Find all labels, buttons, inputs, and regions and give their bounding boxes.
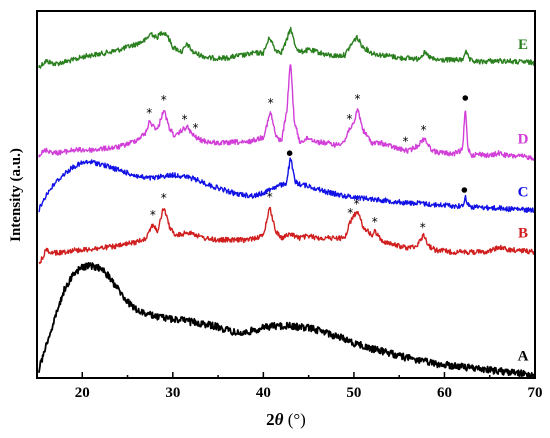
y-axis-label: Intensity (a.u.) (8, 148, 24, 242)
peak-star-marker: * (421, 123, 427, 137)
series-E-line (38, 26, 536, 69)
series-D-line (38, 64, 536, 161)
x-tick-label: 70 (528, 385, 543, 401)
series-label-E: E (518, 37, 528, 53)
peak-dot-marker (286, 150, 293, 156)
peak-star-marker: * (161, 191, 167, 205)
series-label-layer: E D C B A (518, 37, 529, 365)
x-tick-layer: 20 30 40 50 60 70 (36, 372, 543, 401)
peak-star-marker: * (403, 134, 409, 148)
peak-star-marker: * (182, 113, 188, 127)
x-axis-label-unit: (°) (283, 410, 305, 429)
peak-star-marker: * (346, 112, 352, 126)
x-tick-label: 60 (437, 385, 452, 401)
peak-star-marker: * (347, 206, 353, 220)
series-C-line (38, 157, 536, 214)
series-A-line (37, 262, 536, 380)
peak-star-marker: * (372, 215, 378, 229)
x-axis-label-prefix: 2 (266, 410, 275, 429)
series-label-A: A (518, 349, 529, 365)
x-tick-label: 40 (256, 385, 271, 401)
plot-frame (36, 10, 536, 379)
x-tick-label: 20 (75, 385, 90, 401)
peak-dot-marker (461, 187, 468, 193)
peak-star-marker: * (146, 106, 152, 120)
peak-star-marker: * (161, 93, 167, 107)
peak-star-marker: * (354, 197, 360, 211)
peak-star-marker: * (268, 96, 274, 110)
series-label-C: C (518, 185, 529, 201)
x-axis-label-theta: θ (275, 410, 284, 429)
peak-dot-marker (462, 95, 469, 101)
x-tick-label: 30 (165, 385, 180, 401)
peak-star-marker: * (192, 121, 198, 135)
series-label-B: B (518, 226, 528, 242)
peak-marker-layer: *********** **** * (146, 92, 469, 234)
peak-star-marker: * (355, 92, 361, 106)
x-tick-label: 50 (346, 385, 361, 401)
x-axis-label: 2θ (°) (266, 410, 306, 429)
series-B-line (38, 206, 536, 265)
series-layer (37, 26, 536, 380)
peak-star-marker: * (150, 208, 156, 222)
series-label-D: D (518, 132, 529, 148)
peak-star-marker: * (267, 190, 273, 204)
peak-star-marker: * (420, 220, 426, 234)
